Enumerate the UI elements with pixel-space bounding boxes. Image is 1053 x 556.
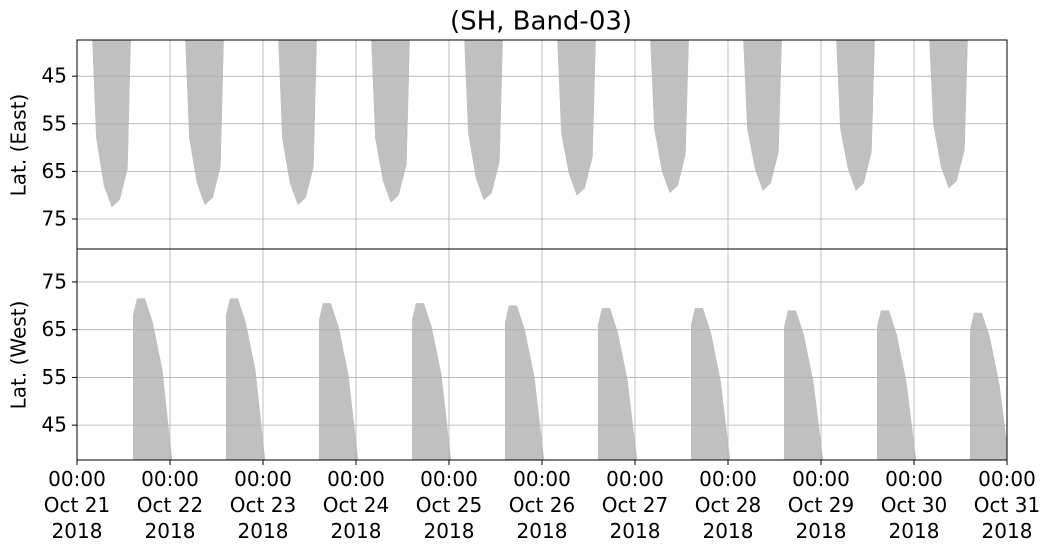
coverage-area: [225, 298, 266, 460]
x-tick-label: 00:00 Oct 31 2018: [973, 467, 1041, 543]
coverage-area: [371, 40, 410, 203]
x-tick-label: 00:00 Oct 21 2018: [43, 467, 111, 543]
coverage-area: [597, 307, 638, 460]
y-tick-label: 55: [42, 365, 67, 389]
y-tick-label: 65: [42, 317, 67, 341]
x-tick-label: 00:00 Oct 27 2018: [601, 467, 669, 543]
coverage-area: [876, 310, 917, 460]
y-tick-label: 55: [42, 111, 67, 135]
coverage-area: [185, 40, 224, 206]
chart-title: (SH, Band-03): [450, 7, 632, 37]
coverage-area: [743, 40, 782, 191]
x-tick-label: 00:00 Oct 25 2018: [415, 467, 483, 543]
y-tick-label: 75: [42, 207, 67, 231]
y-axis-label: Lat. (East): [7, 94, 31, 197]
coverage-area: [504, 305, 545, 460]
coverage-area: [464, 40, 503, 201]
coverage-area: [278, 40, 317, 206]
y-tick-label: 65: [42, 159, 67, 183]
coverage-area: [929, 40, 968, 189]
x-tick-label: 00:00 Oct 28 2018: [694, 467, 762, 543]
coverage-area: [969, 312, 1007, 460]
coverage-area: [783, 310, 824, 460]
y-tick-label: 45: [42, 64, 67, 88]
x-tick-label: 00:00 Oct 23 2018: [229, 467, 297, 543]
coverage-area: [318, 303, 359, 460]
coverage-area: [557, 40, 596, 196]
y-tick-label: 75: [42, 269, 67, 293]
x-tick-label: 00:00 Oct 26 2018: [508, 467, 576, 543]
coverage-area: [836, 40, 875, 191]
y-axis-label: Lat. (West): [7, 301, 31, 410]
coverage-area: [411, 303, 452, 460]
x-tick-label: 00:00 Oct 22 2018: [136, 467, 204, 543]
x-tick-label: 00:00 Oct 24 2018: [322, 467, 390, 543]
y-tick-label: 45: [42, 413, 67, 437]
coverage-area: [650, 40, 689, 194]
x-tick-label: 00:00 Oct 29 2018: [787, 467, 855, 543]
coverage-area: [132, 298, 173, 460]
x-tick-label: 00:00 Oct 30 2018: [880, 467, 948, 543]
coverage-area: [690, 307, 731, 460]
